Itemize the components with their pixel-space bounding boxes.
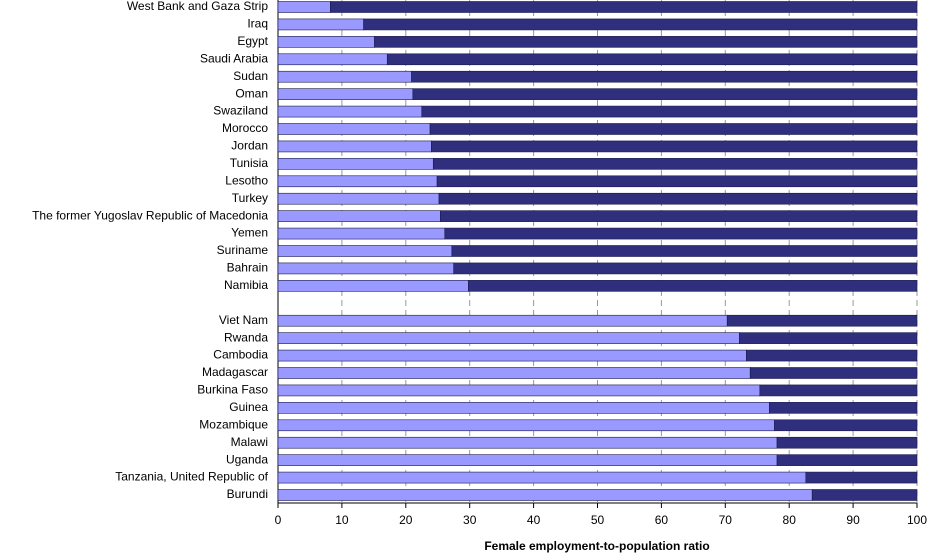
bar-segment xyxy=(429,123,918,135)
bar-segment xyxy=(277,436,778,449)
bar-segment xyxy=(277,192,440,205)
bar-segment xyxy=(277,227,446,240)
bar-segment xyxy=(811,489,918,501)
x-tick-label: 0 xyxy=(275,513,282,527)
bar-segment xyxy=(776,454,918,466)
y-tick-label: Yemen xyxy=(231,226,268,240)
y-tick-label: Morocco xyxy=(222,121,268,135)
y-tick-label: Suriname xyxy=(217,243,269,257)
bar-segment xyxy=(363,18,918,31)
y-tick-label: Cambodia xyxy=(213,348,268,362)
y-tick-label: Tanzania, United Republic of xyxy=(115,470,268,484)
bar-segment xyxy=(386,53,918,66)
bar-segment xyxy=(277,489,813,501)
y-tick-label: Namibia xyxy=(224,278,268,292)
bar-segment xyxy=(759,384,918,397)
bar-segment xyxy=(444,227,918,240)
bar-segment xyxy=(440,210,918,222)
y-tick-label: Madagascar xyxy=(202,365,268,379)
y-tick-label: Saudi Arabia xyxy=(200,51,268,65)
bar-segment xyxy=(277,314,728,327)
x-tick-label: 40 xyxy=(527,513,541,527)
bar-segment xyxy=(776,436,918,449)
bar-segment xyxy=(277,210,441,222)
y-tick-label: West Bank and Gaza Strip xyxy=(127,0,269,13)
bar-segment xyxy=(451,245,918,257)
y-tick-label: Turkey xyxy=(232,191,268,205)
y-tick-label: Egypt xyxy=(237,34,268,48)
bar-segment xyxy=(453,262,918,275)
y-tick-label: Burkina Faso xyxy=(197,383,268,397)
bar-segment xyxy=(277,367,751,379)
y-tick-label: Lesotho xyxy=(225,173,268,187)
bar-segment xyxy=(431,140,918,153)
y-tick-label: Rwanda xyxy=(224,330,268,344)
bar-segment xyxy=(277,105,423,118)
y-tick-label: Uganda xyxy=(226,452,268,466)
y-tick-label: Oman xyxy=(235,86,268,100)
bar-segment xyxy=(749,367,918,379)
bar-segment xyxy=(805,471,918,484)
bar-segment xyxy=(421,105,918,118)
bar-segment xyxy=(411,70,918,83)
y-tick-label: Swaziland xyxy=(213,104,268,118)
bar-segment xyxy=(438,192,918,205)
bar-segment xyxy=(374,36,918,48)
x-tick-label: 90 xyxy=(846,513,860,527)
bar-segment xyxy=(277,175,438,188)
bar-segment xyxy=(277,88,414,100)
bar-segment xyxy=(436,175,918,188)
y-tick-label: Sudan xyxy=(233,69,268,83)
bar-segment xyxy=(277,419,775,432)
bar-segment xyxy=(277,280,469,292)
x-tick-label: 10 xyxy=(335,513,349,527)
bar-segment xyxy=(277,454,778,466)
x-tick-label: 80 xyxy=(783,513,797,527)
x-tick-label: 60 xyxy=(655,513,669,527)
y-tick-label: Malawi xyxy=(231,435,268,449)
bar-segment xyxy=(277,123,431,135)
bar-segment xyxy=(769,402,918,414)
y-tick-label: Mozambique xyxy=(199,417,268,431)
x-tick-label: 50 xyxy=(591,513,605,527)
bar-segment xyxy=(277,384,761,397)
x-tick-label: 100 xyxy=(907,513,927,527)
bar-segment xyxy=(277,36,375,48)
bar-segment xyxy=(277,332,740,344)
bar-segment xyxy=(277,402,770,414)
bar-segment xyxy=(774,419,918,432)
bar-segment xyxy=(412,88,918,100)
bar-segment xyxy=(468,280,918,292)
bar-segment xyxy=(277,471,807,484)
bar-segment xyxy=(277,18,364,31)
y-tick-label: Iraq xyxy=(247,17,268,31)
bar-segment xyxy=(432,158,918,170)
bar-segment xyxy=(726,314,918,327)
bar-segment xyxy=(277,349,747,362)
bar-segment xyxy=(277,262,455,275)
x-tick-label: 70 xyxy=(719,513,733,527)
y-tick-label: The former Yugoslav Republic of Macedoni… xyxy=(32,208,268,222)
bar-segment xyxy=(277,158,434,170)
bar-segment xyxy=(330,1,918,13)
y-tick-label: Bahrain xyxy=(227,261,268,275)
x-axis-title: Female employment-to-population ratio xyxy=(484,539,709,553)
y-tick-label: Guinea xyxy=(229,400,268,414)
y-tick-label: Burundi xyxy=(227,487,268,501)
bar-segment xyxy=(739,332,918,344)
x-tick-label: 30 xyxy=(463,513,477,527)
y-tick-label: Viet Nam xyxy=(219,313,268,327)
bar-segment xyxy=(277,140,432,153)
y-tick-label: Tunisia xyxy=(230,156,269,170)
bar-segment xyxy=(277,70,412,83)
y-tick-label: Jordan xyxy=(231,139,268,153)
bar-segment xyxy=(277,1,331,13)
x-tick-label: 20 xyxy=(399,513,413,527)
bar-segment xyxy=(277,245,453,257)
bar-segment xyxy=(746,349,918,362)
bar-segment xyxy=(277,53,388,66)
